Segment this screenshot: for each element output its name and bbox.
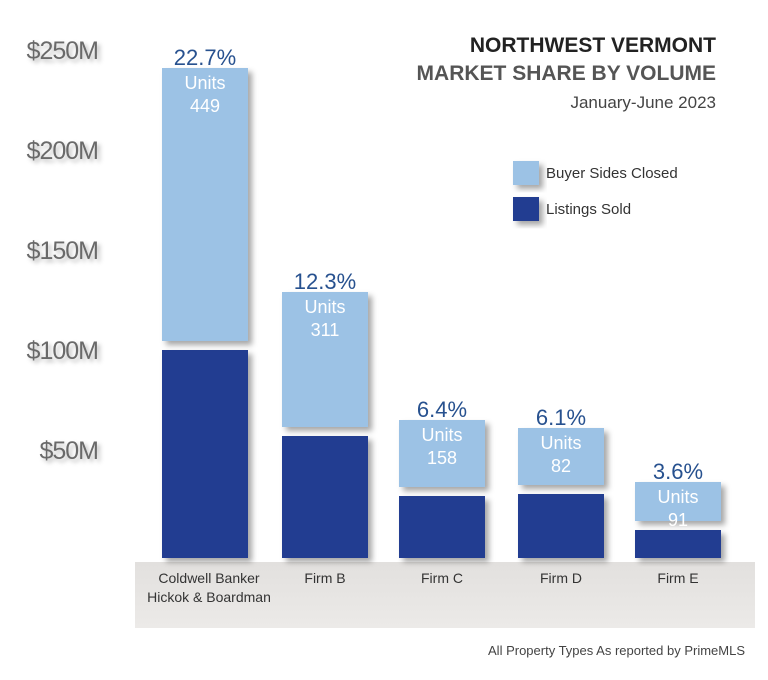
units-label: Units (184, 73, 225, 93)
chart-subtitle: MARKET SHARE BY VOLUME (417, 62, 716, 85)
y-tick-label: $150M (27, 237, 98, 265)
bar-listings-sold (282, 436, 368, 558)
market-share-label: 3.6% (653, 459, 703, 484)
y-tick-label: $100M (27, 337, 98, 365)
units-label: Units (540, 433, 581, 453)
category-label: Firm D (540, 570, 582, 586)
units-value: 91 (668, 510, 688, 530)
market-share-label: 22.7% (174, 45, 236, 70)
bar-listings-sold (162, 350, 248, 558)
category-label: Coldwell Banker (158, 570, 259, 586)
y-tick-label: $50M (39, 437, 98, 465)
bar-buyer-sides-closed (162, 68, 248, 341)
market-share-label: 12.3% (294, 269, 356, 294)
units-value: 449 (190, 96, 220, 116)
y-tick-label: $250M (27, 37, 98, 65)
category-label: Firm C (421, 570, 463, 586)
chart-period: January-June 2023 (570, 93, 716, 112)
bar-buyer-sides-closed (635, 482, 721, 521)
legend-label-buyer-sides: Buyer Sides Closed (546, 165, 678, 182)
category-label: Hickok & Boardman (147, 589, 271, 605)
legend-swatch-buyer-sides (513, 161, 539, 185)
category-label: Firm B (304, 570, 345, 586)
legend-label-listings-sold: Listings Sold (546, 201, 631, 218)
units-value: 311 (311, 320, 340, 340)
footnote: All Property Types As reported by PrimeM… (488, 643, 745, 658)
legend: Buyer Sides Closed Listings Sold (513, 161, 678, 221)
market-share-label: 6.4% (417, 397, 467, 422)
market-share-label: 6.1% (536, 405, 586, 430)
units-value: 82 (551, 456, 571, 476)
bar-buyer-sides-closed (518, 428, 604, 485)
bar-listings-sold (635, 530, 721, 558)
category-label: Firm E (657, 570, 698, 586)
bar-buyer-sides-closed (282, 292, 368, 427)
units-label: Units (421, 425, 462, 445)
bar-buyer-sides-closed (399, 420, 485, 487)
y-tick-label: $200M (27, 137, 98, 165)
units-label: Units (304, 297, 345, 317)
units-value: 158 (427, 448, 457, 468)
bar-listings-sold (518, 494, 604, 558)
legend-swatch-listings-sold (513, 197, 539, 221)
category-platform (135, 562, 755, 628)
units-label: Units (657, 487, 698, 507)
bar-listings-sold (399, 496, 485, 558)
chart-title: NORTHWEST VERMONT (470, 34, 716, 57)
